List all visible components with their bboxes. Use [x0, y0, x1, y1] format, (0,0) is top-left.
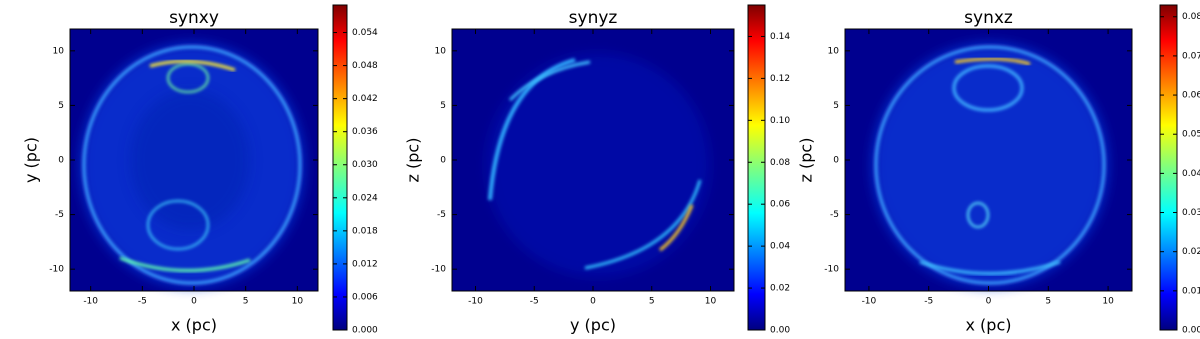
colorbar-tick-label: 0.01 — [1182, 286, 1200, 296]
x-tick-label: -10 — [468, 297, 483, 307]
y-tick-label: -10 — [49, 265, 64, 275]
heatmap-image — [70, 29, 318, 291]
colorbar-tick-label: 0.02 — [770, 284, 790, 294]
y-tick-label: 5 — [58, 101, 64, 111]
x-tick-label: 5 — [649, 297, 655, 307]
chart-title: synxy — [169, 8, 219, 28]
y-axis-label: z (pc) — [404, 138, 423, 183]
x-tick-label: -5 — [924, 297, 933, 307]
colorbar-tick-label: 0.06 — [1182, 91, 1200, 101]
colorbar-tick-label: 0.07 — [1182, 51, 1200, 61]
colorbar-tick-label: 0.06 — [770, 200, 790, 210]
x-tick-label: -10 — [83, 297, 98, 307]
colorbar — [747, 4, 766, 331]
x-tick-label: -10 — [862, 297, 877, 307]
colorbar-tick-label: 0.024 — [352, 193, 378, 203]
colorbar-tick-label: 0.03 — [1182, 208, 1200, 218]
colorbar-tick-label: 0.00 — [770, 326, 790, 336]
y-axis-label: z (pc) — [797, 138, 816, 183]
x-tick-label: 0 — [191, 297, 197, 307]
y-axis-label: y (pc) — [22, 137, 41, 183]
colorbar-tick-label: 0.05 — [1182, 130, 1200, 140]
x-tick-label: -5 — [530, 297, 539, 307]
colorbar-tick-label: 0.12 — [770, 74, 790, 84]
y-tick-label: 10 — [53, 46, 65, 56]
colorbar-tick-label: 0.048 — [352, 61, 378, 71]
x-axis-label: y (pc) — [570, 316, 616, 335]
y-tick-label: -5 — [437, 210, 446, 220]
heatmap-image — [452, 29, 734, 291]
y-tick-label: -10 — [824, 265, 839, 275]
heatmap-image — [845, 29, 1132, 291]
x-tick-label: 0 — [986, 297, 992, 307]
colorbar-tick-label: 0.018 — [352, 226, 378, 236]
y-tick-label: 0 — [58, 156, 64, 166]
x-tick-label: 10 — [705, 297, 717, 307]
chart-title: synyz — [569, 8, 618, 28]
colorbar-tick-label: 0.030 — [352, 160, 378, 170]
colorbar-tick-label: 0.000 — [352, 326, 378, 336]
y-tick-label: 10 — [828, 46, 840, 56]
colorbar-tick-label: 0.08 — [770, 158, 790, 168]
colorbar-tick-label: 0.012 — [352, 259, 378, 269]
colorbar-tick-label: 0.006 — [352, 292, 378, 302]
x-axis-label: x (pc) — [171, 316, 217, 335]
y-tick-label: 5 — [833, 101, 839, 111]
colorbar-tick-label: 0.054 — [352, 28, 378, 38]
x-tick-label: 10 — [292, 297, 304, 307]
colorbar-tick-label: 0.00 — [1182, 326, 1200, 336]
colorbar-tick-label: 0.04 — [770, 242, 790, 252]
colorbar-tick-label: 0.08 — [1182, 12, 1200, 22]
x-tick-label: 5 — [1045, 297, 1051, 307]
y-tick-label: -10 — [431, 265, 446, 275]
y-tick-label: 5 — [440, 101, 446, 111]
x-tick-label: 0 — [590, 297, 596, 307]
x-axis-label: x (pc) — [966, 316, 1012, 335]
y-tick-label: 0 — [440, 156, 446, 166]
colorbar-tick-label: 0.04 — [1182, 169, 1200, 179]
x-tick-label: 5 — [243, 297, 249, 307]
x-tick-label: 10 — [1102, 297, 1114, 307]
y-tick-label: 0 — [833, 156, 839, 166]
y-tick-label: -5 — [55, 210, 64, 220]
x-tick-label: -5 — [138, 297, 147, 307]
y-tick-label: -5 — [830, 210, 839, 220]
y-tick-label: 10 — [435, 46, 447, 56]
colorbar-tick-label: 0.02 — [1182, 247, 1200, 257]
chart-title: synxz — [964, 8, 1013, 28]
colorbar-tick-label: 0.10 — [770, 116, 790, 126]
colorbar — [1159, 4, 1178, 331]
colorbar-tick-label: 0.14 — [770, 32, 790, 42]
colorbar-tick-label: 0.036 — [352, 127, 378, 137]
colorbar-tick-label: 0.042 — [352, 94, 378, 104]
colorbar — [332, 4, 348, 331]
